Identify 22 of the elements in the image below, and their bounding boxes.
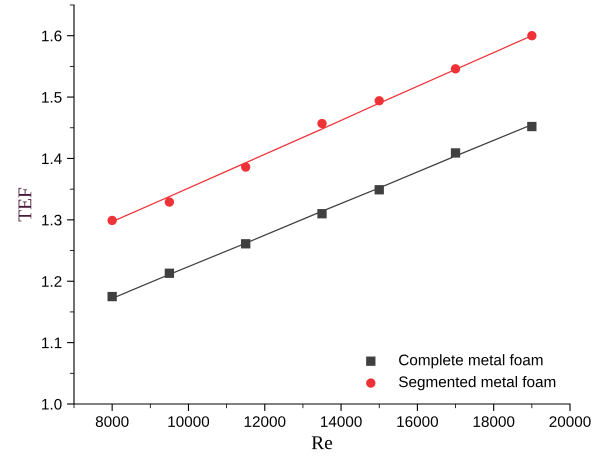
y-tick-label: 1.6 — [42, 30, 62, 42]
y-tick-label: 1.3 — [42, 214, 62, 226]
x-tick-label: 12000 — [244, 416, 286, 428]
x-tick-label: 20000 — [550, 416, 591, 428]
point — [527, 122, 537, 132]
point — [107, 292, 117, 302]
x-tick-label: 14000 — [321, 416, 362, 428]
y-tick-label: 1.1 — [42, 338, 62, 348]
x-tick-label: 16000 — [397, 416, 438, 428]
y-tick-label: 1.4 — [42, 153, 62, 164]
y-axis-title: TEF — [18, 188, 32, 222]
legend-label: Segmented metal foam — [399, 376, 556, 390]
legend-label: Complete metal foam — [399, 354, 542, 368]
y-tick-label: 1.2 — [42, 276, 62, 287]
x-tick-label: 10000 — [168, 416, 210, 428]
point — [164, 197, 174, 207]
x-axis-title: Re — [312, 436, 332, 450]
point — [317, 118, 327, 128]
x-tick-label: 18000 — [474, 416, 514, 428]
y-tick-label: 1.0 — [42, 398, 62, 410]
y-tick-label: 1.5 — [42, 92, 62, 103]
x-tick-label: 8000 — [96, 416, 129, 428]
